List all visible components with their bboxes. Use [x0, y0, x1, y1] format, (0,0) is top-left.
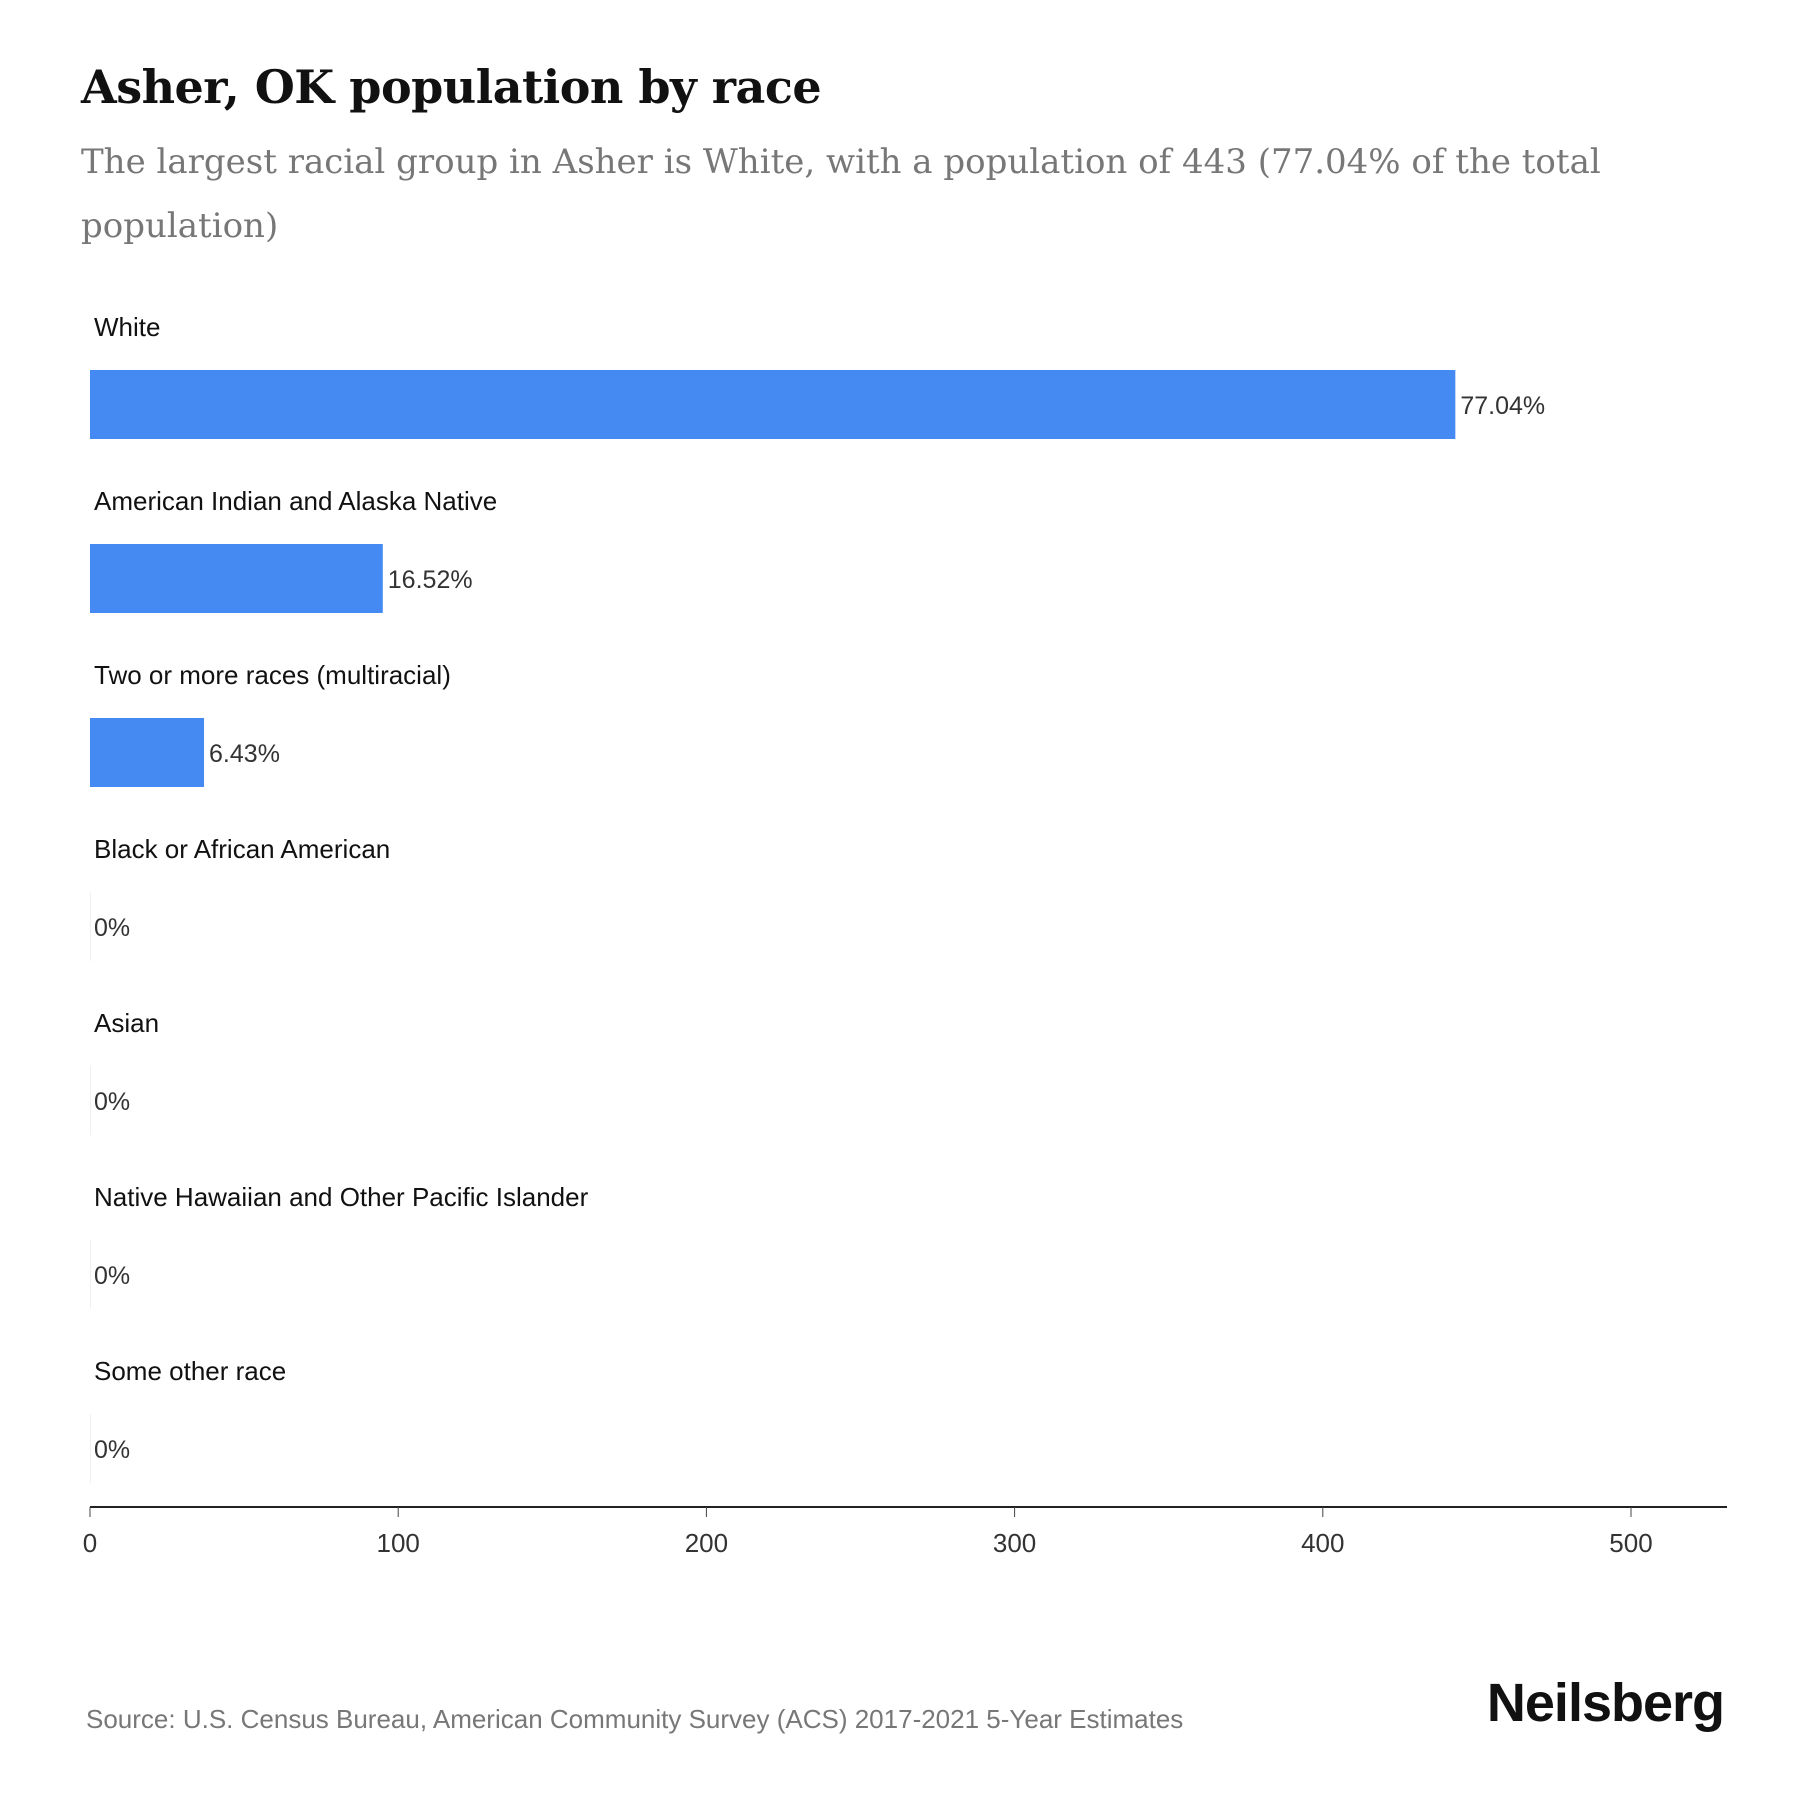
bar — [90, 1414, 91, 1483]
chart-title: Asher, OK population by race — [81, 60, 822, 114]
x-tick-label: 500 — [1609, 1528, 1652, 1558]
value-label: 0% — [94, 1262, 130, 1290]
neilsberg-logo: Neilsberg — [1486, 1673, 1725, 1733]
value-label: 77.04% — [1460, 392, 1545, 420]
x-tick-label: 400 — [1301, 1528, 1344, 1558]
value-label: 0% — [94, 1088, 130, 1116]
bar — [90, 370, 1456, 439]
category-label: Native Hawaiian and Other Pacific Island… — [94, 1182, 589, 1212]
source-note: Source: U.S. Census Bureau, American Com… — [86, 1704, 1184, 1734]
chart-subtitle: The largest racial group in Asher is Whi… — [81, 142, 1601, 246]
value-label: 6.43% — [209, 740, 280, 768]
x-tick-label: 300 — [993, 1528, 1036, 1558]
bar — [90, 1240, 91, 1309]
category-label: White — [94, 312, 160, 342]
value-label: 16.52% — [388, 566, 473, 594]
value-label: 0% — [94, 914, 130, 942]
value-label: 0% — [94, 1436, 130, 1464]
bar — [90, 892, 91, 961]
bar — [90, 544, 383, 613]
bar — [90, 1066, 91, 1135]
x-tick-label: 100 — [377, 1528, 420, 1558]
category-label: Asian — [94, 1008, 159, 1038]
bar-chart: White 77.04% American Indian and Alaska Na… — [83, 312, 1727, 1558]
category-label: Black or African American — [94, 834, 390, 864]
x-tick-label: 200 — [685, 1528, 728, 1558]
bar — [90, 718, 205, 787]
x-tick-label: 0 — [83, 1528, 97, 1558]
category-label: Two or more races (multiracial) — [94, 660, 451, 690]
category-label: Some other race — [94, 1356, 286, 1386]
category-label: American Indian and Alaska Native — [94, 486, 497, 516]
